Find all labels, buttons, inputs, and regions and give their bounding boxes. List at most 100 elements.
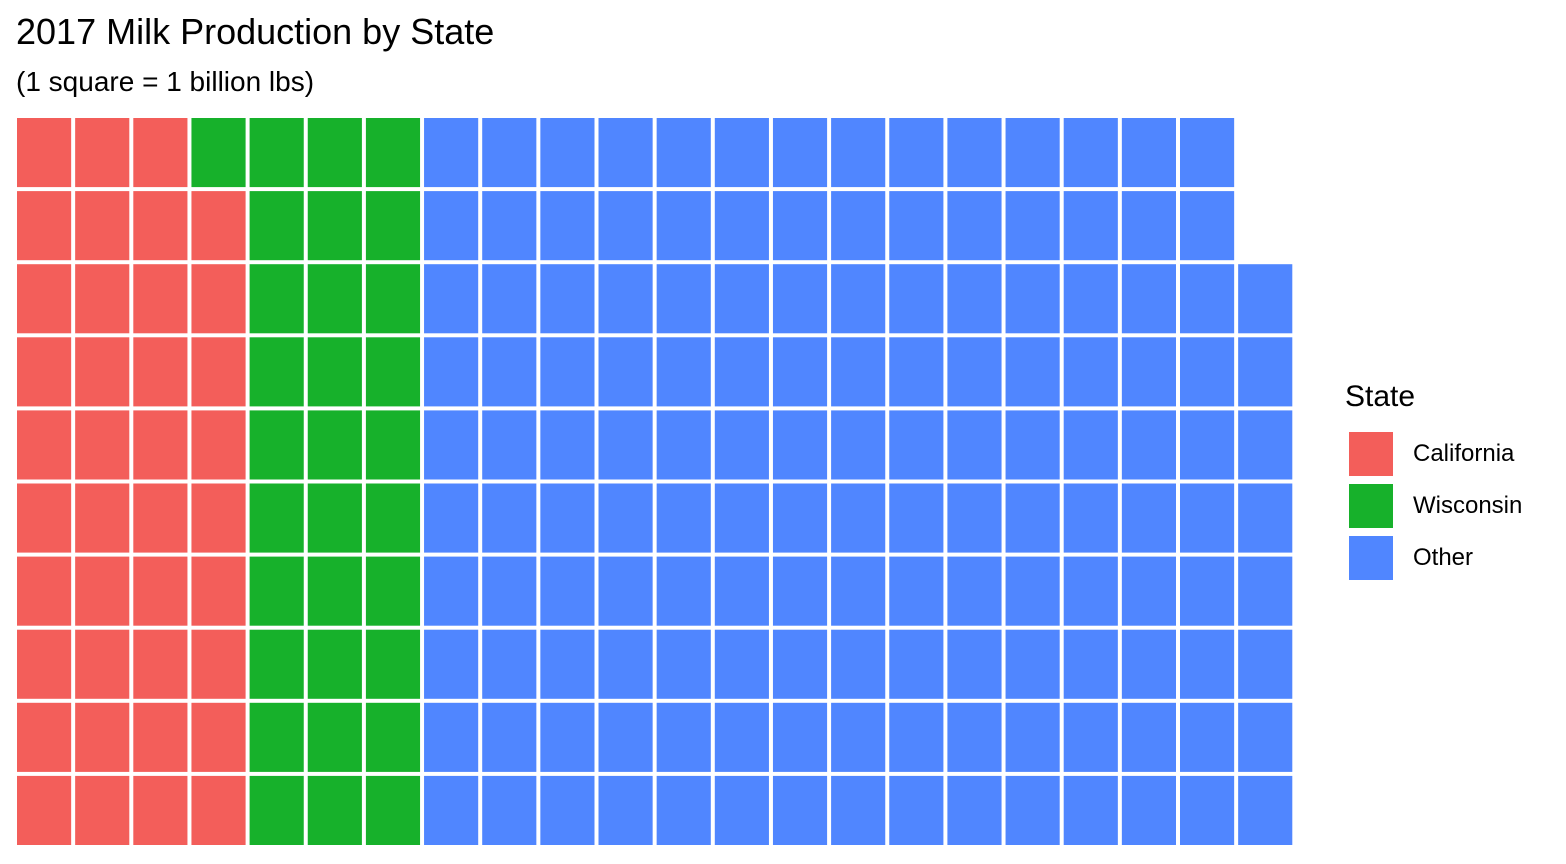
- waffle-square-other: [714, 410, 769, 480]
- waffle-square-other: [482, 556, 537, 626]
- waffle-square-wisconsin: [365, 775, 421, 845]
- waffle-square-california: [17, 337, 72, 407]
- waffle-square-california: [191, 483, 246, 553]
- waffle-square-other: [1005, 483, 1060, 553]
- waffle-square-california: [191, 191, 246, 261]
- waffle-square-wisconsin: [365, 556, 421, 626]
- waffle-square-california: [17, 483, 72, 553]
- waffle-square-other: [772, 629, 828, 699]
- waffle-square-other: [714, 629, 769, 699]
- legend-key-other: [1349, 536, 1393, 580]
- waffle-square-other: [482, 702, 537, 772]
- legend-label-other: Other: [1413, 544, 1474, 571]
- waffle-square-california: [191, 775, 246, 845]
- waffle-square-other: [424, 191, 479, 261]
- waffle-square-wisconsin: [307, 775, 362, 845]
- waffle-square-california: [75, 410, 130, 480]
- waffle-square-other: [1121, 775, 1176, 845]
- waffle-square-wisconsin: [307, 118, 362, 188]
- waffle-square-other: [1238, 410, 1293, 480]
- waffle-square-other: [424, 629, 479, 699]
- waffle-square-wisconsin: [365, 118, 421, 188]
- waffle-square-other: [947, 483, 1002, 553]
- waffle-square-other: [1005, 556, 1060, 626]
- waffle-square-other: [1063, 118, 1118, 188]
- waffle-square-other: [1180, 337, 1235, 407]
- waffle-square-california: [75, 264, 130, 334]
- waffle-square-other: [772, 702, 828, 772]
- waffle-square-wisconsin: [365, 629, 421, 699]
- waffle-square-other: [598, 264, 653, 334]
- waffle-square-other: [1180, 191, 1235, 261]
- waffle-square-other: [424, 556, 479, 626]
- waffle-square-other: [1121, 191, 1176, 261]
- waffle-square-wisconsin: [249, 410, 304, 480]
- waffle-square-california: [133, 410, 188, 480]
- waffle-square-wisconsin: [191, 118, 246, 188]
- waffle-square-other: [1005, 410, 1060, 480]
- waffle-square-other: [1063, 337, 1118, 407]
- waffle-square-other: [656, 191, 711, 261]
- waffle-square-california: [75, 702, 130, 772]
- waffle-square-other: [1238, 775, 1293, 845]
- waffle-square-other: [424, 118, 479, 188]
- waffle-square-other: [831, 629, 886, 699]
- chart-title: 2017 Milk Production by State: [16, 11, 495, 52]
- waffle-square-other: [540, 118, 595, 188]
- waffle-square-other: [1121, 264, 1176, 334]
- waffle-square-other: [831, 337, 886, 407]
- waffle-square-other: [598, 337, 653, 407]
- waffle-square-california: [75, 337, 130, 407]
- waffle-square-wisconsin: [365, 483, 421, 553]
- waffle-square-other: [1063, 191, 1118, 261]
- waffle-square-other: [1121, 410, 1176, 480]
- waffle-square-other: [482, 118, 537, 188]
- legend-label-california: California: [1413, 440, 1515, 467]
- waffle-square-other: [1005, 702, 1060, 772]
- waffle-square-other: [1005, 775, 1060, 845]
- waffle-square-other: [598, 629, 653, 699]
- waffle-square-california: [191, 337, 246, 407]
- waffle-square-other: [1121, 629, 1176, 699]
- waffle-square-other: [1121, 702, 1176, 772]
- waffle-square-california: [17, 702, 72, 772]
- waffle-square-other: [1180, 556, 1235, 626]
- waffle-square-other: [1180, 410, 1235, 480]
- waffle-square-california: [133, 629, 188, 699]
- waffle-square-other: [889, 264, 944, 334]
- waffle-square-other: [772, 556, 828, 626]
- waffle-square-california: [133, 337, 188, 407]
- waffle-square-other: [540, 775, 595, 845]
- waffle-square-other: [831, 556, 886, 626]
- waffle-square-other: [1238, 483, 1293, 553]
- waffle-square-other: [772, 118, 828, 188]
- waffle-square-other: [772, 483, 828, 553]
- waffle-square-other: [889, 410, 944, 480]
- waffle-square-other: [656, 337, 711, 407]
- waffle-square-other: [1063, 556, 1118, 626]
- waffle-square-other: [540, 483, 595, 553]
- waffle-square-other: [714, 775, 769, 845]
- waffle-square-california: [75, 629, 130, 699]
- legend: State California Wisconsin Other: [1345, 378, 1522, 588]
- waffle-square-california: [17, 264, 72, 334]
- waffle-square-california: [17, 556, 72, 626]
- waffle-square-other: [1063, 410, 1118, 480]
- waffle-square-wisconsin: [249, 483, 304, 553]
- waffle-square-other: [714, 264, 769, 334]
- waffle-square-other: [482, 775, 537, 845]
- waffle-square-other: [598, 775, 653, 845]
- waffle-square-other: [598, 191, 653, 261]
- waffle-square-other: [1238, 556, 1293, 626]
- waffle-square-wisconsin: [365, 702, 421, 772]
- waffle-square-california: [133, 702, 188, 772]
- waffle-square-other: [947, 264, 1002, 334]
- chart-subtitle: (1 square = 1 billion lbs): [16, 66, 315, 97]
- waffle-square-other: [1180, 629, 1235, 699]
- waffle-square-other: [889, 337, 944, 407]
- waffle-square-other: [1063, 483, 1118, 553]
- waffle-square-other: [540, 264, 595, 334]
- waffle-square-other: [1180, 702, 1235, 772]
- waffle-square-other: [656, 410, 711, 480]
- waffle-square-wisconsin: [307, 410, 362, 480]
